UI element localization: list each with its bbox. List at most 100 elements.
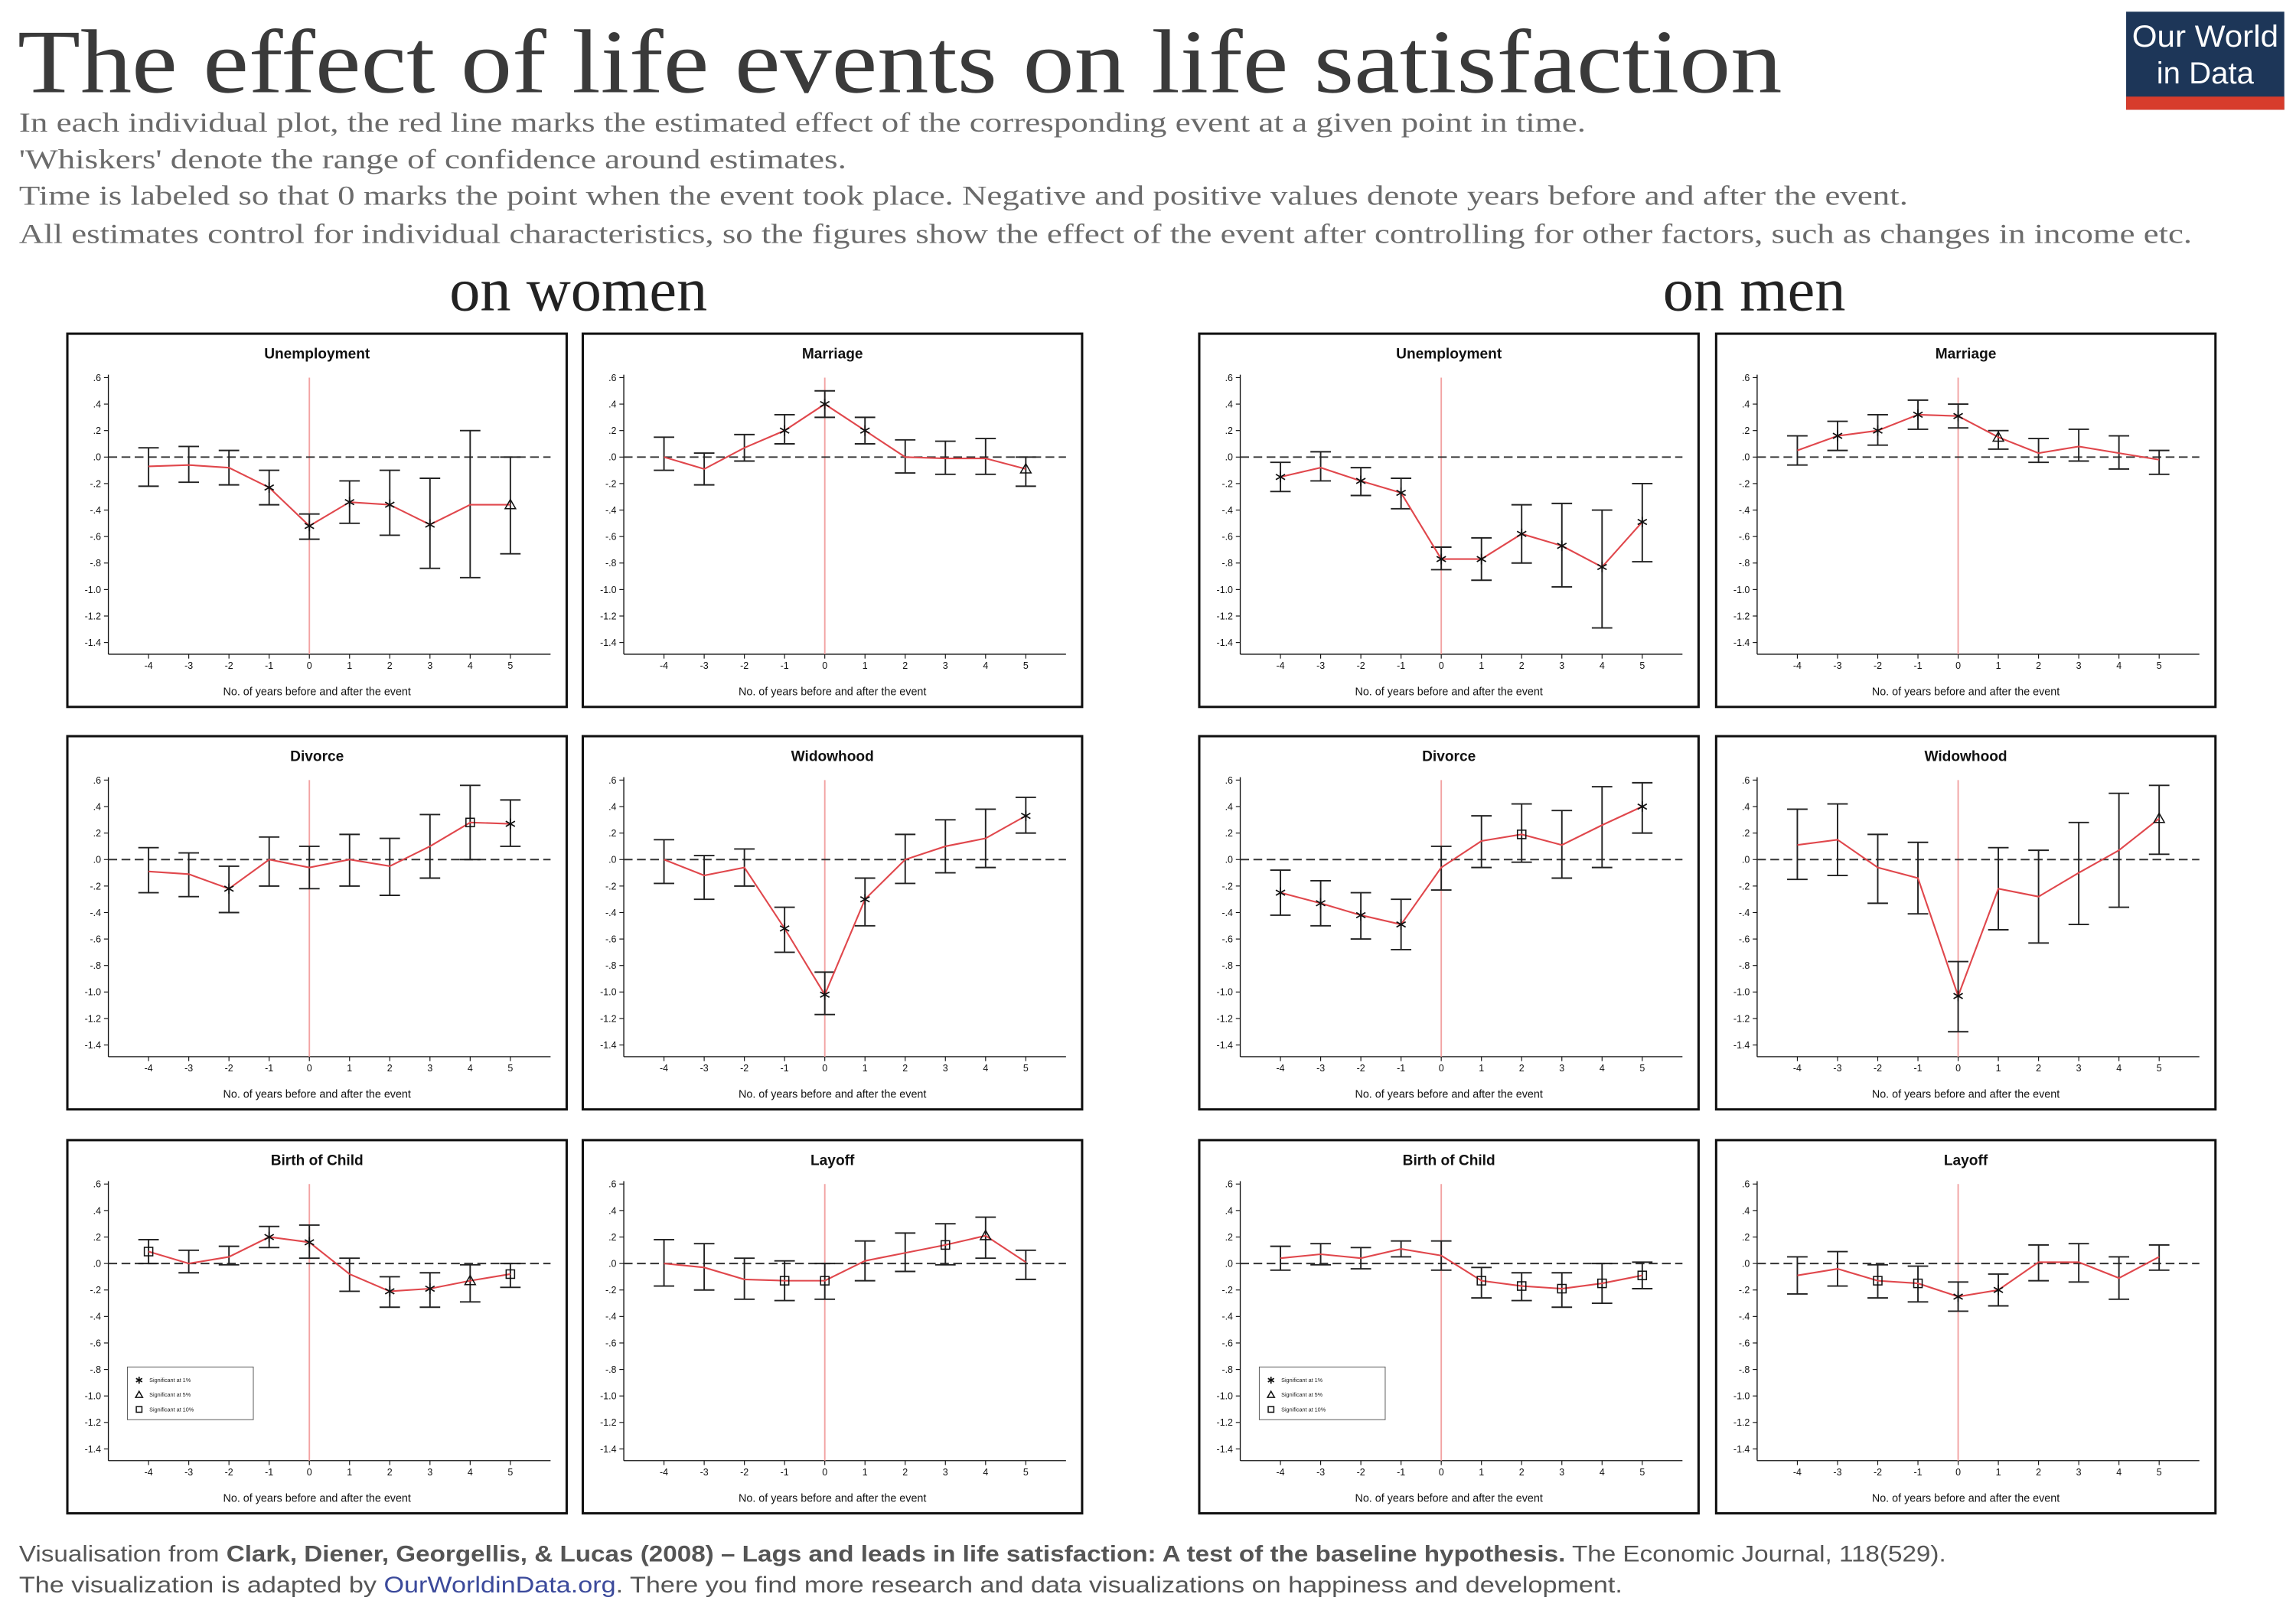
marker [1476, 1276, 1486, 1286]
marker [1396, 919, 1407, 930]
x-tick-label: 4 [2116, 1467, 2122, 1478]
marker [344, 497, 355, 508]
x-axis-label: No. of years before and after the event [1355, 1492, 1542, 1504]
marker [465, 817, 475, 828]
x-tick-label: 4 [1600, 1467, 1605, 1478]
whisker [259, 836, 280, 887]
x-axis-label: No. of years before and after the event [1355, 686, 1542, 698]
estimate-line [664, 1234, 1026, 1282]
marker [1020, 810, 1031, 822]
marker [384, 1286, 395, 1297]
panel: Widowhood .6 .4 .2 .0 -.2 -.4 -.6 -.8 -1.0 -1.2 -1.… [581, 735, 1084, 1111]
panel: Widowhood .6 .4 .2 .0 -.2 -.4 -.6 -.8 -1.0 -1.2 -1.… [1714, 735, 2217, 1111]
y-tick-label: -.8 [90, 1364, 102, 1375]
panel-title: Unemployment [1396, 347, 1502, 363]
y-tick-label: -1.2 [1217, 611, 1234, 621]
marker [1316, 898, 1326, 909]
x-tick-label: -3 [1316, 1467, 1325, 1478]
y-tick-label: .2 [608, 1232, 616, 1243]
marker [1637, 801, 1648, 812]
marker [1637, 1270, 1648, 1280]
y-tick-label: -.2 [1739, 1285, 1750, 1296]
marker [1396, 487, 1407, 498]
group-label: on women [449, 256, 707, 324]
y-tick-label: .2 [1742, 1232, 1750, 1243]
x-axis-label: No. of years before and after the event [223, 1088, 411, 1100]
y-tick-label: -1.4 [1733, 1040, 1750, 1051]
y-tick-label: .0 [1225, 452, 1233, 463]
x-tick-label: 0 [1955, 1467, 1961, 1478]
x-tick-label: 1 [1996, 1063, 2001, 1074]
x-tick-label: 5 [507, 1467, 513, 1478]
x-tick-label: 1 [1479, 1063, 1484, 1074]
panel-frame [66, 332, 568, 709]
y-tick-label: -1.0 [1733, 1391, 1750, 1402]
y-tick-label: -1.0 [1217, 987, 1234, 998]
footer-link[interactable]: OurWorldinData.org [383, 1573, 615, 1598]
y-tick-label: .0 [1742, 855, 1750, 865]
x-tick-label: -2 [1357, 1467, 1365, 1478]
marker [1913, 1278, 1923, 1289]
y-tick-label: -.4 [90, 505, 102, 516]
x-tick-label: 3 [427, 1063, 432, 1074]
marker [304, 520, 315, 532]
y-tick-label: -1.4 [1217, 637, 1234, 648]
x-axis-label: No. of years before and after the event [223, 1492, 411, 1504]
panels: Unemployment.6.4.2.0-.2-.4-.6-.8-1.0-1.2… [66, 332, 2217, 1515]
x-tick-label: 3 [427, 1467, 432, 1478]
whisker [1787, 435, 1808, 466]
marker [384, 499, 395, 510]
estimate-line [1280, 1248, 1643, 1290]
y-tick-label: .4 [1225, 801, 1233, 812]
marker [1991, 430, 2005, 442]
subtitle: 'Whiskers' denote the range of confidenc… [19, 144, 846, 174]
y-tick-label: -1.4 [1217, 1444, 1234, 1455]
y-tick-label: -1.0 [1733, 987, 1750, 998]
marker [1476, 553, 1487, 565]
y-tick-label: -.6 [1221, 532, 1233, 543]
y-tick-label: .6 [93, 373, 101, 383]
x-tick-label: 5 [2157, 1467, 2162, 1478]
marker [820, 399, 830, 409]
whisker [1632, 1261, 1653, 1289]
x-tick-label: 4 [2116, 1063, 2122, 1074]
marker [2152, 812, 2166, 823]
y-tick-label: -1.2 [1733, 1013, 1750, 1024]
panel: Unemployment .6 .4 .2 .0 -.2 -.4 -.6 -.8 -1.0 -1.2… [1198, 332, 1700, 709]
x-tick-label: -4 [145, 660, 153, 671]
logo-text: Our World [2132, 19, 2278, 54]
x-tick-label: -1 [1914, 1467, 1923, 1478]
x-tick-label: 2 [2036, 660, 2041, 671]
whisker [218, 1245, 240, 1266]
x-tick-label: -2 [740, 660, 748, 671]
panel: Marriage .6 .4 .2 .0 -.2 -.4 -.6 -.8 -1.0 -1.2 -1.4… [581, 332, 1084, 709]
x-tick-label: -3 [1316, 660, 1325, 671]
marker [859, 425, 870, 436]
x-tick-label: -1 [781, 1467, 789, 1478]
y-tick-label: -.2 [1739, 881, 1750, 892]
x-tick-label: -4 [145, 1467, 153, 1478]
whisker [654, 839, 674, 885]
y-tick-label: -1.0 [600, 1391, 617, 1402]
x-tick-label: -3 [700, 660, 709, 671]
x-tick-label: 1 [1479, 1467, 1484, 1478]
x-axis-label: No. of years before and after the event [1872, 1088, 2060, 1100]
estimate-line [1797, 413, 2160, 461]
x-tick-label: 3 [427, 660, 432, 671]
x-axis-label: No. of years before and after the event [739, 1088, 926, 1100]
x-tick-label: 1 [347, 1467, 352, 1478]
marker [264, 1231, 275, 1243]
whisker [1511, 803, 1532, 863]
y-tick-label: -.6 [1221, 1338, 1233, 1348]
whisker [2148, 449, 2170, 475]
y-tick-label: -1.0 [85, 1391, 102, 1402]
x-tick-label: 4 [468, 1063, 473, 1074]
y-tick-label: -.4 [1739, 505, 1750, 516]
y-tick-label: .4 [1225, 399, 1233, 409]
x-tick-label: -1 [1397, 1063, 1405, 1074]
x-tick-label: 1 [347, 660, 352, 671]
x-tick-label: 3 [943, 660, 948, 671]
marker [1953, 990, 1963, 1002]
x-tick-label: -3 [184, 1467, 193, 1478]
y-tick-label: -1.4 [1733, 637, 1750, 648]
